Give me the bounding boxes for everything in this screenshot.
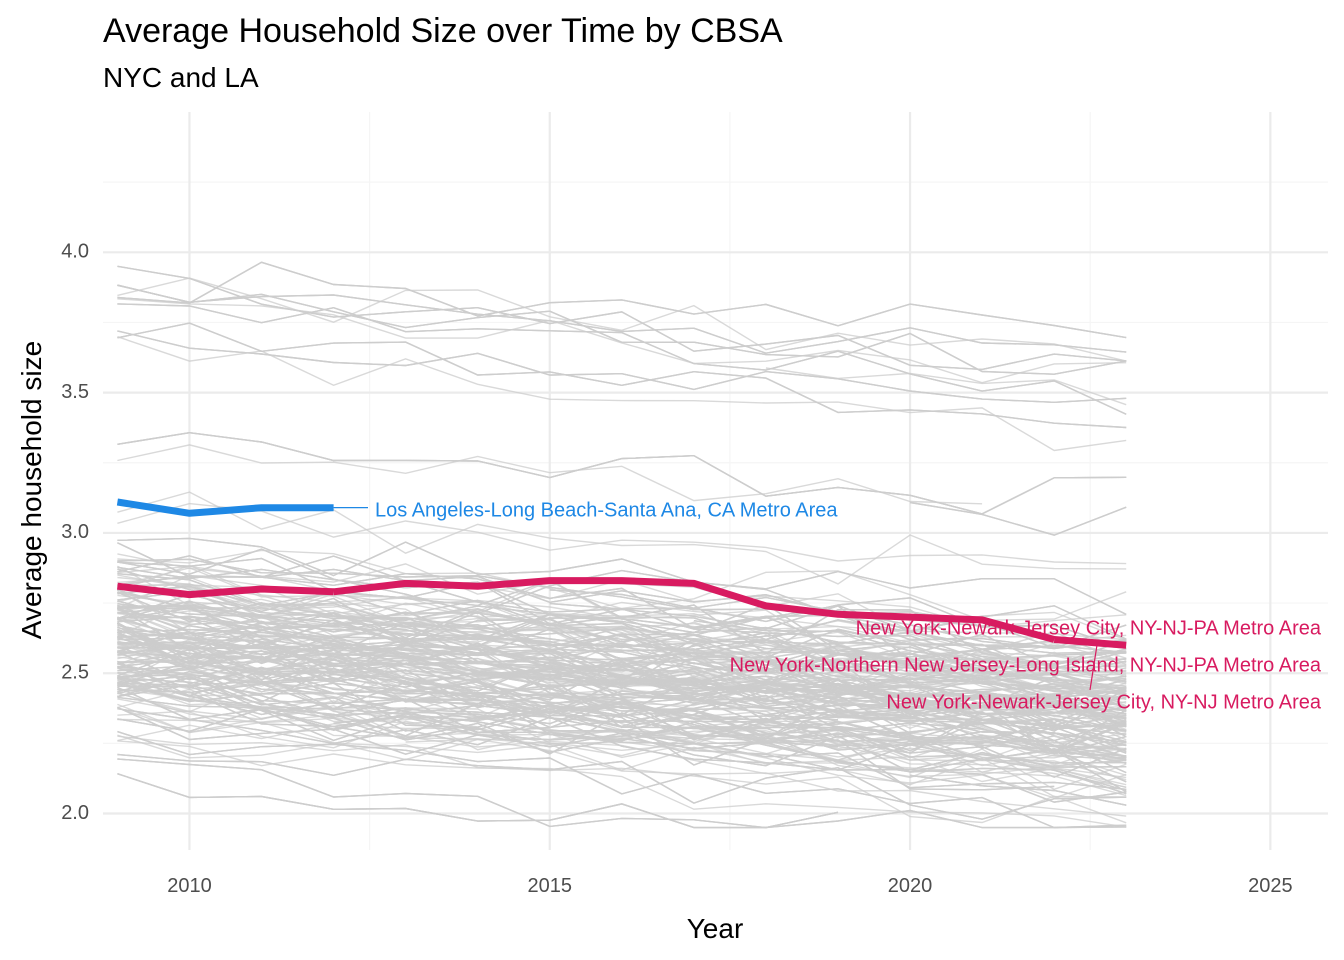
background-series-line xyxy=(117,686,1127,803)
background-series-line xyxy=(117,723,1127,778)
background-series-line xyxy=(117,608,1127,677)
background-series-line xyxy=(117,666,1127,727)
background-series-line xyxy=(117,548,911,630)
background-series-line xyxy=(117,604,983,670)
background-series-line xyxy=(765,367,1127,406)
series-label: New York-Northern New Jersey-Long Island… xyxy=(730,654,1322,676)
background-series-line xyxy=(117,303,1127,415)
series-line xyxy=(116,498,334,517)
background-series-line xyxy=(117,555,1127,650)
background-series-line xyxy=(117,557,1055,666)
background-series-line xyxy=(117,758,1127,829)
y-tick-label: 3.0 xyxy=(61,521,89,543)
background-series-line xyxy=(117,605,1127,673)
background-series-line xyxy=(117,773,839,829)
background-series-line xyxy=(117,740,1127,828)
background-series-line xyxy=(117,641,1127,700)
background-series-line xyxy=(117,322,1127,429)
background-series-line xyxy=(117,684,1127,745)
background-series-line xyxy=(117,631,1055,736)
background-series-line xyxy=(117,265,1127,371)
background-series-line xyxy=(117,643,1127,720)
background-series-line xyxy=(117,655,1127,753)
background-series-line xyxy=(117,623,1127,719)
major-gridlines xyxy=(103,112,1328,850)
background-series-line xyxy=(117,622,1127,690)
x-axis-title: Year xyxy=(687,913,744,944)
x-axis-ticks: 2010 2015 2020 2025 xyxy=(167,875,1292,897)
series-label: Los Angeles-Long Beach-Santa Ana, CA Met… xyxy=(375,499,838,521)
background-series-line xyxy=(117,706,1127,790)
y-axis-title: Average household size xyxy=(16,341,47,639)
background-series-line xyxy=(117,491,1127,585)
background-series-line xyxy=(909,774,1127,806)
series-label: New York-Newark-Jersey City, NY-NJ-PA Me… xyxy=(856,617,1322,639)
series-line xyxy=(116,582,334,599)
background-series-line xyxy=(117,734,1127,797)
background-series-line xyxy=(117,322,1127,429)
series-label: New York-Newark-Jersey City, NY-NJ Metro… xyxy=(886,691,1321,713)
background-series-line xyxy=(117,685,1127,792)
x-tick-label: 2010 xyxy=(167,875,212,897)
background-series-line xyxy=(117,641,1127,712)
background-series-line xyxy=(117,284,1127,375)
background-series-line xyxy=(117,277,1127,362)
label-leader-line xyxy=(1089,642,1099,691)
series-line xyxy=(1053,636,1127,649)
background-series-line xyxy=(117,336,1127,452)
background-series-line xyxy=(117,590,1127,687)
background-series-line xyxy=(117,668,1127,758)
background-series-line xyxy=(117,706,1127,817)
background-series-line xyxy=(117,670,1127,740)
series-line xyxy=(333,577,1056,643)
background-series-line xyxy=(117,624,1127,730)
background-series-line xyxy=(117,730,1127,829)
background-series-line xyxy=(909,501,1127,536)
background-series-line xyxy=(117,558,1127,650)
x-tick-label: 2025 xyxy=(1248,875,1293,897)
label-leader-lines xyxy=(333,507,1099,691)
background-series-line xyxy=(117,444,983,505)
background-series-line xyxy=(117,597,911,666)
background-series-line xyxy=(117,631,1127,747)
background-series-line xyxy=(117,537,1127,616)
background-series-line xyxy=(117,564,1127,641)
background-series-line xyxy=(117,661,1127,755)
background-series-line xyxy=(117,607,1127,681)
background-series-line xyxy=(117,330,1127,404)
background-series-line xyxy=(117,708,1127,764)
background-series-line xyxy=(117,261,1127,339)
y-tick-label: 2.5 xyxy=(61,661,89,683)
background-series-line xyxy=(117,680,1127,764)
background-series-line xyxy=(117,658,1127,726)
background-cbsa-lines xyxy=(117,261,1127,829)
y-tick-label: 4.0 xyxy=(61,241,89,263)
background-series-line xyxy=(405,728,1127,799)
background-series-line xyxy=(117,284,1127,354)
background-series-line xyxy=(117,622,1127,726)
x-tick-label: 2020 xyxy=(888,875,933,897)
background-series-line xyxy=(117,322,1127,429)
y-tick-label: 3.5 xyxy=(61,381,89,403)
background-series-line xyxy=(117,431,1127,515)
background-series-line xyxy=(117,682,1127,778)
background-series-line xyxy=(117,696,1055,791)
background-series-line xyxy=(117,606,1127,671)
y-axis-ticks: 2.0 2.5 3.0 3.5 4.0 xyxy=(61,241,89,824)
background-series-line xyxy=(117,631,1127,731)
series-labels: Los Angeles-Long Beach-Santa Ana, CA Met… xyxy=(375,499,1322,713)
x-tick-label: 2015 xyxy=(528,875,573,897)
chart-subtitle: NYC and LA xyxy=(103,62,259,93)
chart-title: Average Household Size over Time by CBSA xyxy=(103,12,783,50)
background-series-line xyxy=(117,708,1127,771)
y-tick-label: 2.0 xyxy=(61,802,89,824)
background-series-line xyxy=(117,683,1127,754)
highlighted-series xyxy=(116,498,1127,649)
background-series-line xyxy=(117,629,1127,699)
background-series-line xyxy=(117,753,1127,820)
